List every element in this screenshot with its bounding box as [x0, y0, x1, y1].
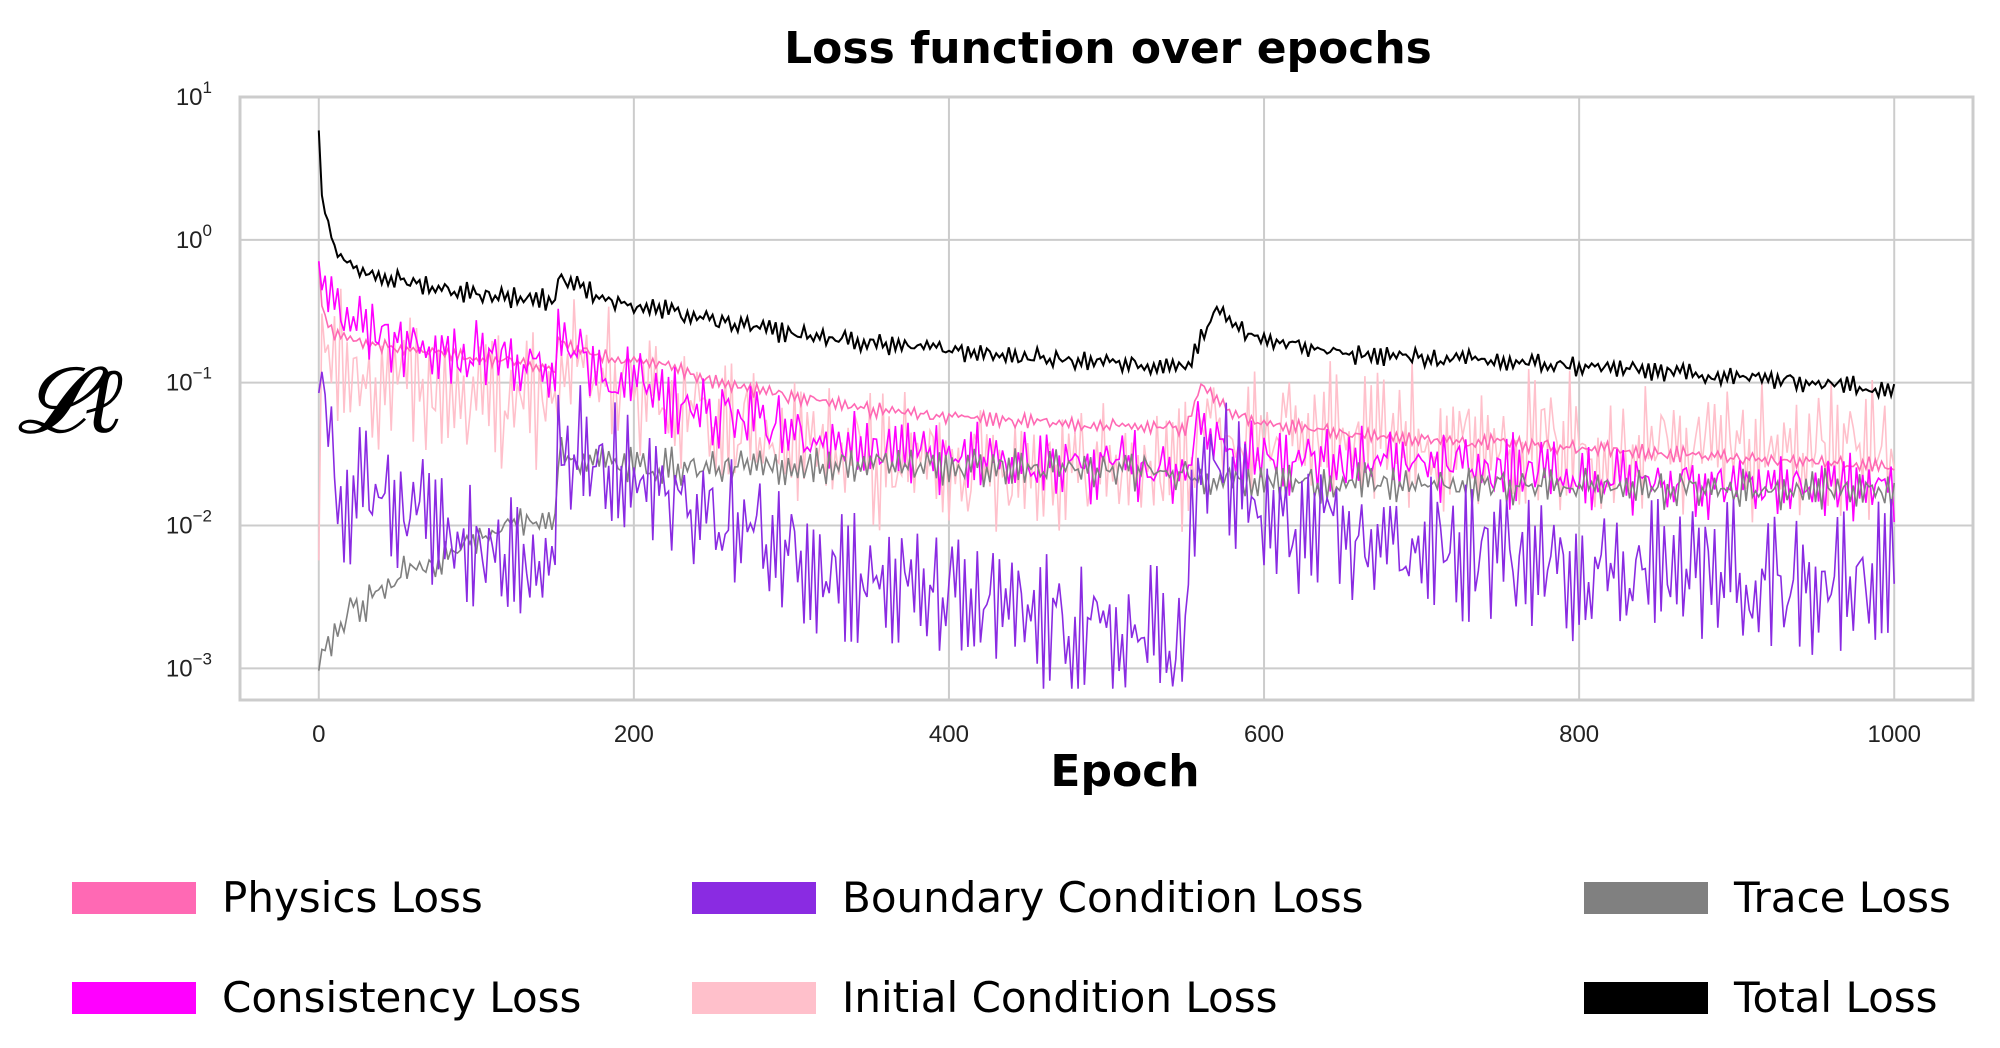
x-tick-label: 1000 — [1868, 721, 1921, 748]
legend-swatch — [1584, 882, 1708, 914]
x-tick-label: 400 — [929, 721, 969, 748]
legend-swatch — [692, 982, 816, 1014]
y-tick-label: 10−2 — [166, 506, 212, 539]
x-axis-ticks: 0 200 400 600 800 1000 — [312, 721, 1921, 748]
x-tick-label: 600 — [1244, 721, 1284, 748]
x-tick-label: 0 — [312, 721, 325, 748]
y-tick-label: 10−3 — [166, 649, 212, 682]
legend-label: Initial Condition Loss — [842, 973, 1277, 1022]
series-line-initial-condition-loss — [318, 288, 1895, 561]
series-line-trace-loss — [318, 437, 1895, 671]
plot-area-frame — [238, 95, 1975, 702]
y-axis-label: 𝓛ℓ — [17, 347, 122, 454]
y-axis-ticks: 10−3 10−2 10−1 100 101 — [166, 78, 212, 682]
x-tick-label: 200 — [614, 721, 654, 748]
legend: Physics Loss Consistency Loss Boundary Con… — [72, 873, 1951, 1022]
legend-swatch — [692, 882, 816, 914]
series-line-boundary-condition-loss — [318, 371, 1895, 689]
chart-title: Loss function over epochs — [784, 23, 1432, 74]
legend-swatch — [72, 882, 196, 914]
series-line-physics-loss — [318, 261, 1895, 474]
legend-label: Boundary Condition Loss — [842, 873, 1364, 922]
series-lines — [317, 130, 1896, 689]
legend-label: Trace Loss — [1733, 873, 1951, 922]
legend-label: Physics Loss — [222, 873, 483, 922]
series-line-consistency-loss — [318, 261, 1895, 523]
y-tick-label: 101 — [176, 78, 212, 111]
y-tick-label: 100 — [176, 221, 212, 254]
legend-swatch — [1584, 982, 1708, 1014]
x-tick-label: 800 — [1559, 721, 1599, 748]
legend-label: Consistency Loss — [222, 973, 581, 1022]
series-line-total-loss — [317, 130, 1896, 401]
x-axis-label: Epoch — [1050, 746, 1199, 797]
legend-label: Total Loss — [1733, 973, 1938, 1022]
legend-swatch — [72, 982, 196, 1014]
y-tick-label: 10−1 — [166, 364, 212, 397]
